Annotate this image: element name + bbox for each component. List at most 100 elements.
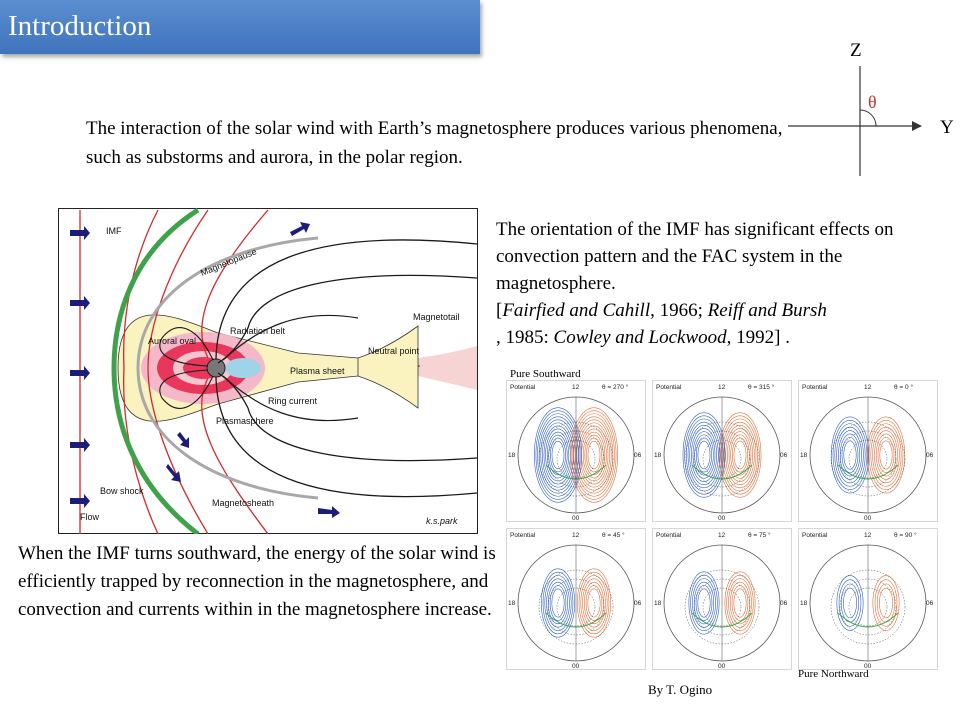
positive-potential-contour: [733, 440, 747, 470]
negative-potential-contour: [838, 579, 862, 627]
label-magnetosheath: Magnetosheath: [212, 498, 274, 508]
latitude-circle: [848, 439, 888, 479]
label-bow-shock: Bow shock: [100, 486, 144, 496]
negative-potential-contour: [690, 428, 718, 482]
page-title: Introduction: [8, 10, 152, 42]
caption-pure-northward: Pure Northward: [798, 668, 869, 680]
negative-potential-contour: [690, 574, 718, 632]
panel-mlt-06: 06: [780, 452, 788, 459]
intro-paragraph: The interaction of the solar wind with E…: [86, 114, 786, 172]
negative-potential-contour: [551, 440, 565, 470]
panel-potential-label: Potential: [802, 384, 828, 391]
ref2-year: , 1985:: [496, 327, 554, 348]
panel-mlt-00: 00: [572, 663, 580, 670]
imf-axes-diagram: Z Y θ: [788, 40, 954, 176]
flow-arrow: [70, 494, 90, 508]
positive-potential-contour: [733, 588, 747, 618]
bow-shock-line: [111, 208, 200, 534]
imf-paragraph: The orientation of the IMF has significa…: [496, 216, 946, 351]
theta-arc: [859, 109, 877, 127]
label-radiation-belt: Radiation belt: [230, 326, 286, 336]
panel-potential-label: Potential: [656, 384, 682, 391]
panel-mlt-00: 00: [864, 663, 872, 670]
convection-panels: Potential 12 θ = 270 ° 18 06 00 Potential 12 θ =…: [506, 380, 938, 670]
positive-potential-contour: [582, 578, 606, 628]
latitude-circle: [848, 587, 888, 627]
panel-mlt-12: 12: [864, 532, 872, 539]
convection-panel: Potential 12 θ = 0 ° 18 06 00: [798, 380, 938, 522]
negative-potential-contour: [537, 413, 579, 497]
negative-potential-contour: [548, 434, 568, 476]
positive-potential-contour: [587, 440, 601, 470]
imf-text: The orientation of the IMF has significa…: [496, 219, 894, 294]
ref1-authors: Fairfied and Cahill: [502, 300, 651, 321]
label-magnetotail: Magnetotail: [413, 312, 460, 322]
positive-potential-contour: [718, 412, 762, 498]
negative-potential-contour: [838, 430, 862, 480]
positive-potential-contour: [879, 587, 893, 619]
southward-text: When the IMF turns southward, the energy…: [18, 543, 496, 620]
positive-potential-contour: [874, 430, 898, 480]
title-banner: Introduction: [0, 0, 480, 54]
latitude-circle: [702, 587, 742, 627]
panel-mlt-00: 00: [864, 515, 872, 522]
field-line: [222, 314, 359, 361]
panel-potential-label: Potential: [656, 532, 682, 539]
positive-potential-contour: [872, 426, 900, 484]
positive-potential-contour: [580, 575, 608, 631]
southward-paragraph: When the IMF turns southward, the energy…: [18, 540, 498, 624]
positive-potential-contour: [726, 574, 754, 632]
panel-mlt-00: 00: [572, 515, 580, 522]
magnetosphere-figure: IMF Magnetopause Magnetotail Radiation b…: [58, 208, 478, 534]
negative-potential-contour: [534, 407, 582, 503]
neutral-point-region: [357, 325, 419, 409]
positive-potential-contour: [587, 588, 601, 618]
tail-region: [418, 346, 477, 390]
z-axis-label: Z: [850, 40, 862, 61]
imf-line: [123, 209, 159, 534]
negative-potential-contour: [546, 578, 570, 628]
panel-mlt-06: 06: [634, 452, 642, 459]
panel-mlt-12: 12: [718, 384, 726, 391]
latitude-circle: [547, 578, 605, 636]
negative-potential-contour: [692, 578, 716, 628]
latitude-circle: [839, 430, 897, 488]
panel-mlt-18: 18: [654, 600, 662, 607]
negative-potential-contour: [843, 440, 857, 470]
positive-potential-contour: [725, 424, 755, 486]
convection-panel: Potential 12 θ = 315 ° 18 06 00: [652, 380, 792, 522]
negative-potential-contour: [839, 433, 861, 477]
field-line: [215, 376, 478, 498]
ring-current-region: [225, 358, 261, 378]
negative-potential-contour: [688, 571, 720, 635]
refs-open: [: [496, 300, 503, 321]
panel-mlt-18: 18: [508, 452, 516, 459]
latitude-circle: [556, 439, 596, 479]
field-line: [222, 375, 359, 422]
panel-potential-label: Potential: [802, 532, 828, 539]
positive-potential-contour: [724, 571, 756, 635]
negative-potential-contour: [550, 437, 566, 473]
positive-potential-contour: [723, 421, 757, 489]
positive-potential-contour: [726, 428, 754, 482]
y-axis-arrowhead: [912, 121, 922, 131]
convection-panel: Potential 12 θ = 90 ° 18 06 00: [798, 528, 938, 670]
label-plasma-sheet: Plasma sheet: [290, 366, 345, 376]
imf-references: [Fairfied and Cahill, 1966; Reiff and Bu…: [496, 297, 946, 351]
panel-theta-label: θ = 75 °: [748, 531, 771, 539]
latitude-circle: [839, 578, 897, 636]
credit-text: By T. Ogino: [648, 682, 713, 697]
panel-mlt-12: 12: [718, 532, 726, 539]
flow-arrow: [70, 366, 90, 380]
theta-label: θ: [868, 92, 877, 112]
panel-theta-label: θ = 0 °: [894, 383, 913, 391]
panel-mlt-18: 18: [654, 452, 662, 459]
flow-arrow: [70, 438, 90, 452]
positive-potential-contour: [573, 413, 615, 497]
intro-text: The interaction of the solar wind with E…: [86, 118, 783, 168]
panel-mlt-06: 06: [926, 600, 934, 607]
positive-potential-contour: [870, 423, 902, 487]
flow-arrow: [177, 432, 189, 448]
ref2-authors: Reiff and Bursh: [707, 300, 827, 321]
panel-theta-label: θ = 90 °: [894, 531, 917, 539]
